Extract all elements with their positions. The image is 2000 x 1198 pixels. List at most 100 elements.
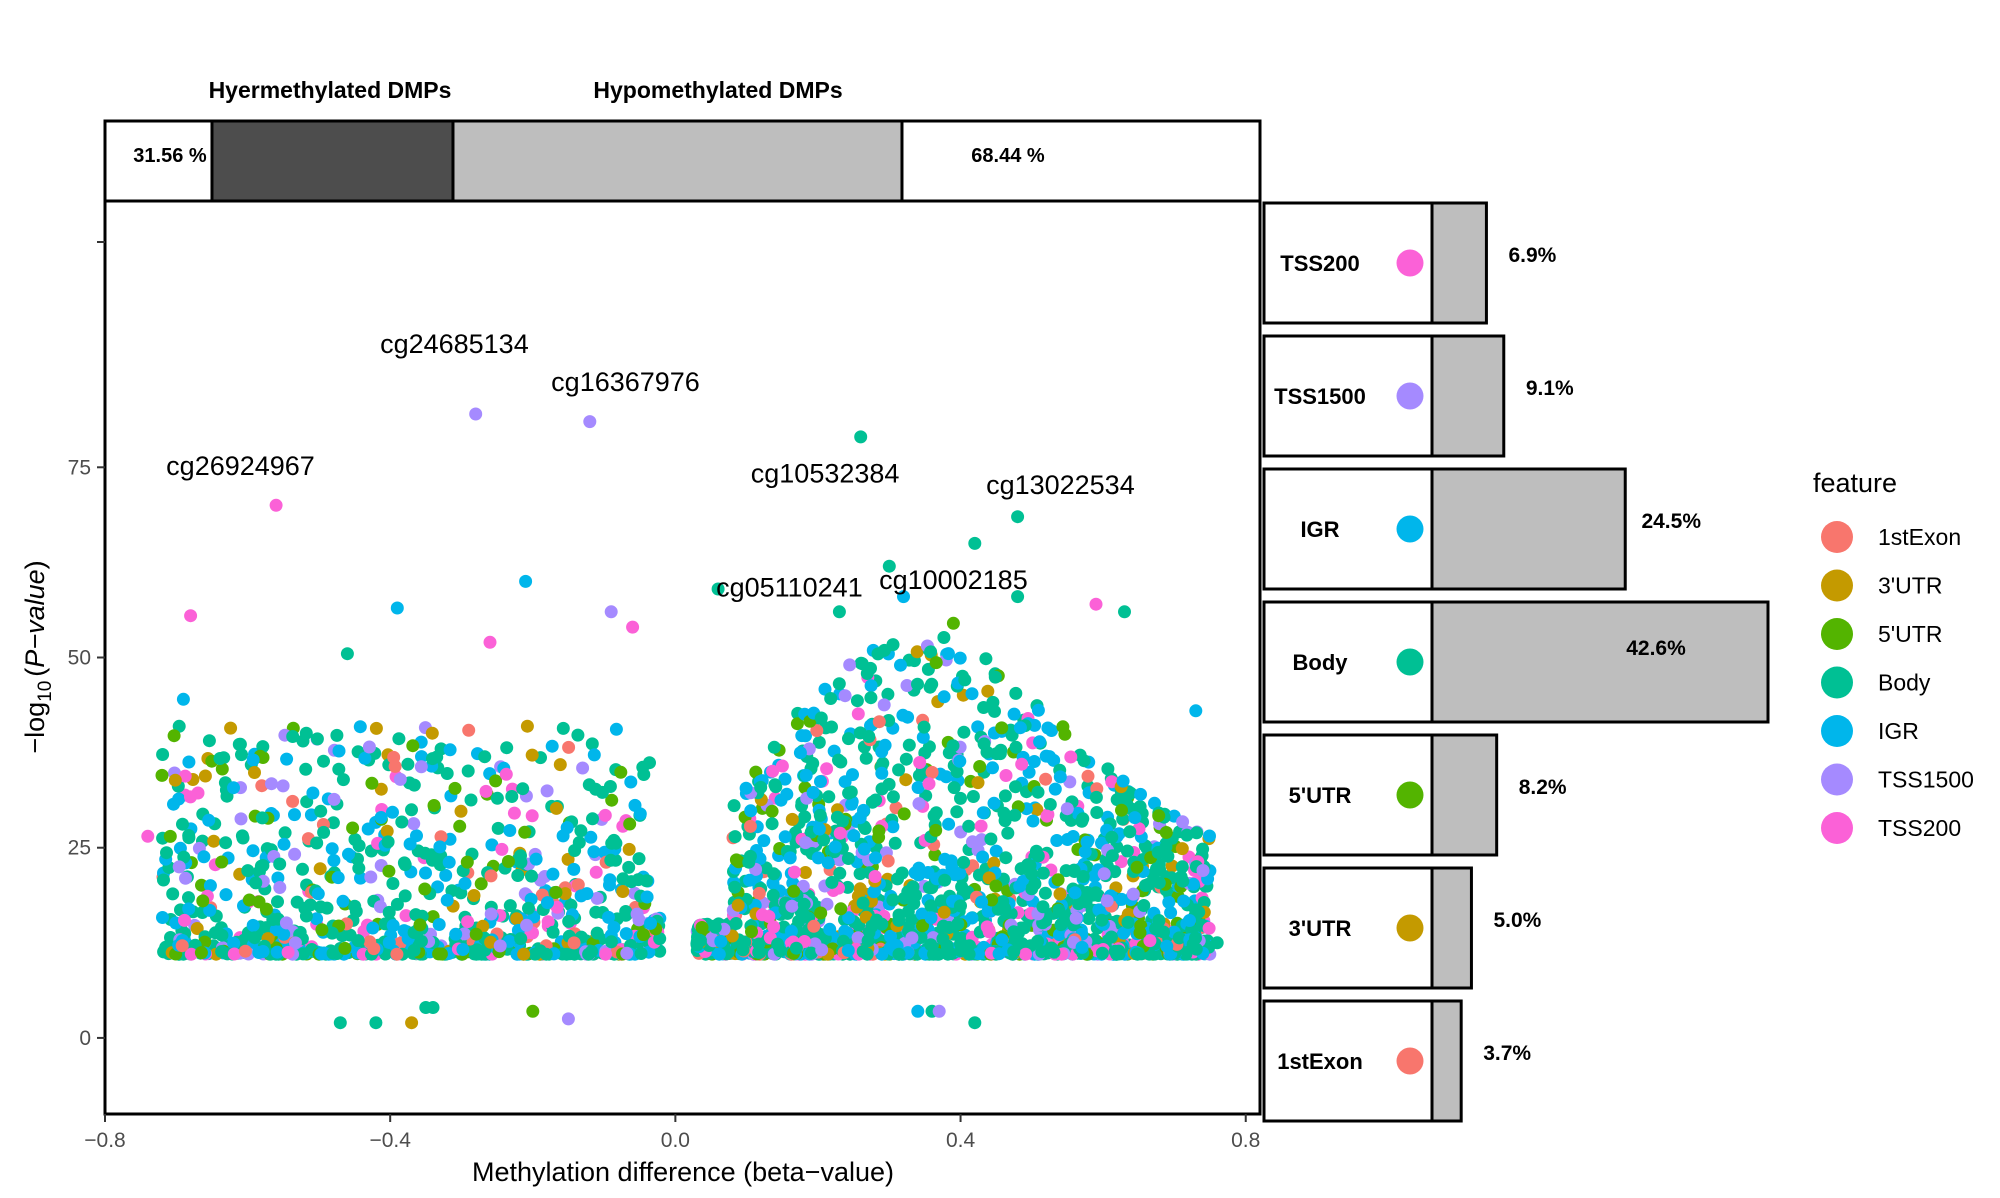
data-point (315, 923, 329, 937)
data-point (833, 866, 847, 880)
data-point (900, 679, 914, 692)
data-point (382, 864, 396, 878)
feature-percent-label: 9.1% (1526, 377, 1574, 400)
data-point (561, 852, 575, 866)
data-point (981, 684, 995, 698)
data-point (349, 904, 363, 918)
data-point (1115, 892, 1129, 906)
data-point (232, 737, 246, 751)
data-point (958, 673, 972, 687)
data-point (619, 927, 633, 941)
y-tick-label: 50 (68, 647, 91, 670)
data-point (798, 909, 812, 923)
data-point (989, 844, 1003, 858)
y-tick-label: 75 (68, 456, 91, 479)
data-point (1068, 886, 1082, 900)
data-point (493, 939, 507, 953)
top-proportion-bar: Hyermethylated DMPs Hypomethylated DMPs … (103, 77, 1262, 203)
data-point (821, 856, 835, 870)
data-point (1066, 830, 1080, 843)
data-point (330, 728, 344, 742)
feature-percent-label: 42.6% (1626, 637, 1686, 660)
data-point (1165, 859, 1179, 873)
data-point (838, 689, 852, 703)
data-point (876, 756, 890, 770)
data-point (276, 779, 290, 793)
x-tick-label: 0.4 (946, 1129, 976, 1152)
data-point (503, 824, 517, 837)
data-point (306, 786, 320, 800)
data-point (1137, 899, 1151, 912)
feature-bar (1430, 733, 1499, 857)
data-point (787, 884, 801, 898)
data-point (484, 869, 498, 883)
data-point (1030, 803, 1044, 817)
data-point (414, 934, 428, 948)
data-point (227, 947, 241, 961)
data-point (609, 722, 623, 736)
data-point (998, 789, 1012, 803)
y-title-close: ) (20, 560, 50, 569)
legend-label: IGR (1878, 718, 1919, 744)
data-point (793, 746, 807, 760)
annotation-label: cg05110241 (716, 573, 863, 603)
data-point (585, 737, 599, 751)
data-point (361, 822, 375, 836)
data-point (520, 719, 534, 733)
data-point (168, 773, 182, 787)
hypo-fraction-bar (451, 119, 904, 203)
data-point (853, 882, 867, 896)
data-point (474, 877, 488, 891)
data-point (440, 767, 454, 780)
data-point (571, 728, 585, 742)
annotated-point (882, 559, 896, 573)
data-point (550, 900, 564, 914)
annotation-label: cg16367976 (551, 367, 700, 397)
data-point (310, 912, 324, 926)
data-point (184, 947, 198, 961)
data-point (434, 830, 448, 844)
data-point (911, 677, 924, 691)
data-point (505, 790, 519, 803)
data-point (1011, 926, 1025, 940)
data-point (1152, 809, 1166, 823)
data-point (928, 848, 942, 862)
data-point (1162, 895, 1176, 909)
data-point (605, 793, 619, 807)
data-point (864, 691, 878, 705)
hyper-fraction-bar (210, 119, 455, 203)
data-point (325, 842, 339, 856)
data-point (1183, 914, 1196, 927)
data-point (1116, 774, 1130, 788)
data-point (202, 734, 216, 748)
data-point (203, 903, 217, 917)
data-point (1115, 803, 1128, 817)
data-point (604, 853, 618, 867)
data-point (1051, 873, 1065, 887)
data-point (288, 808, 301, 822)
data-point (869, 793, 883, 807)
data-point (332, 744, 346, 758)
data-point (1033, 735, 1047, 749)
data-point (974, 819, 988, 833)
data-point (626, 620, 640, 634)
annotated-point (269, 498, 283, 512)
data-point (483, 635, 497, 649)
data-point (924, 899, 938, 913)
data-point (841, 944, 855, 957)
data-point (549, 885, 563, 899)
data-point (823, 922, 837, 936)
data-point (582, 778, 596, 792)
data-point (589, 865, 603, 879)
data-point (603, 780, 617, 793)
data-point (1090, 806, 1104, 819)
data-point (598, 808, 612, 822)
data-point (176, 817, 189, 831)
data-point (968, 1016, 982, 1030)
data-point (820, 762, 834, 776)
data-point (299, 909, 313, 923)
feature-bar (1430, 201, 1488, 325)
data-point (484, 907, 498, 921)
data-point (514, 849, 527, 863)
data-point (458, 877, 472, 890)
